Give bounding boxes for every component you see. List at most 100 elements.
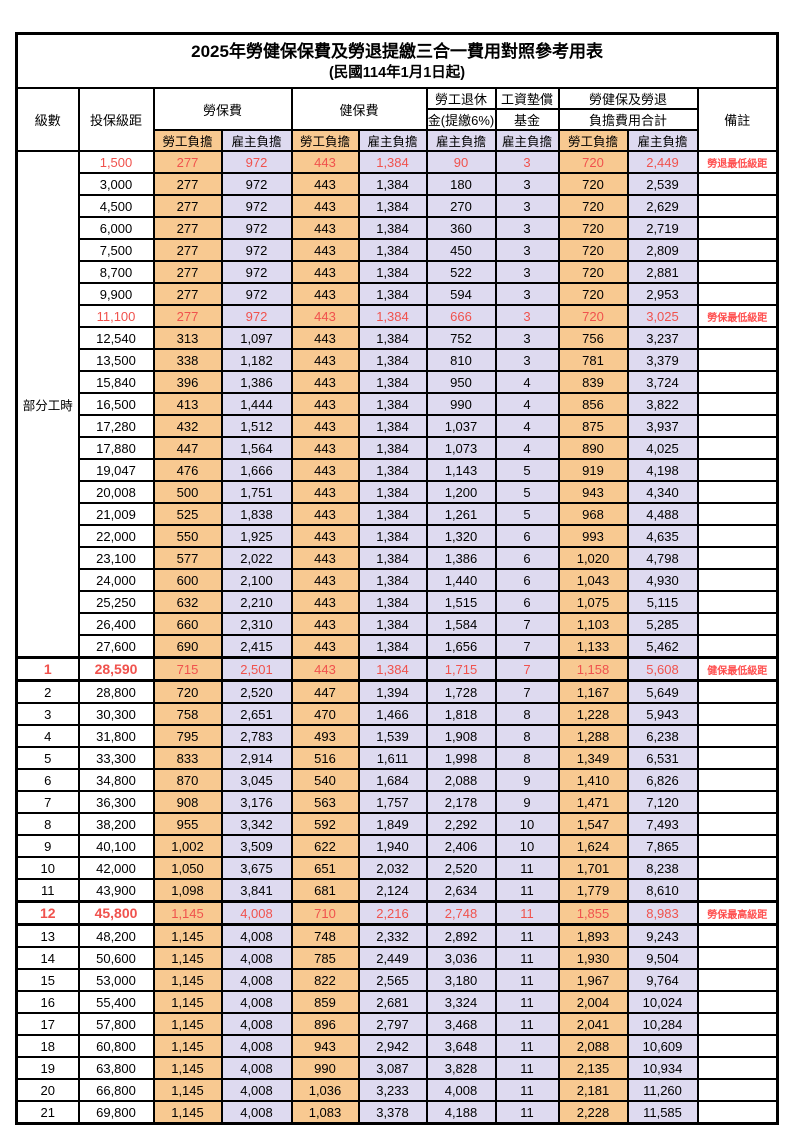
remark-cell [696, 326, 779, 350]
cell-pension-employer: 3,036 [425, 946, 497, 970]
cell-insured-bracket: 20,008 [77, 480, 155, 504]
header-total-line2: 負擔費用合計 [557, 108, 699, 131]
cell-total-employee: 1,133 [557, 634, 629, 659]
cell-wage-fund-employer: 3 [494, 348, 560, 372]
cell-level: 8 [15, 812, 80, 836]
remark-cell [696, 524, 779, 548]
cell-health-employee: 443 [290, 458, 360, 482]
cell-labor-employee: 432 [152, 414, 223, 438]
cell-insured-bracket: 24,000 [77, 568, 155, 592]
cell-health-employer: 1,384 [357, 304, 428, 328]
cell-pension-employer: 1,715 [425, 656, 497, 682]
cell-level: 20 [15, 1078, 80, 1102]
cell-labor-employee: 1,145 [152, 900, 223, 926]
cell-health-employer: 3,378 [357, 1100, 428, 1125]
cell-health-employer: 1,384 [357, 238, 428, 262]
subheader-health-employer: 雇主負擔 [357, 129, 428, 152]
cell-pension-employer: 180 [425, 172, 497, 196]
cell-total-employer: 10,609 [626, 1034, 699, 1058]
cell-health-employee: 563 [290, 790, 360, 814]
cell-insured-bracket: 26,400 [77, 612, 155, 636]
cell-health-employer: 3,233 [357, 1078, 428, 1102]
cell-pension-employer: 522 [425, 260, 497, 284]
cell-total-employer: 5,115 [626, 590, 699, 614]
cell-health-employee: 681 [290, 878, 360, 903]
cell-labor-employer: 2,501 [220, 656, 293, 682]
cell-labor-employer: 4,008 [220, 1100, 293, 1125]
cell-health-employer: 1,384 [357, 612, 428, 636]
cell-total-employer: 7,120 [626, 790, 699, 814]
cell-labor-employer: 3,342 [220, 812, 293, 836]
cell-labor-employee: 955 [152, 812, 223, 836]
cell-total-employer: 6,826 [626, 768, 699, 792]
table-row: 19 63,800 1,145 4,008 990 3,087 3,828 11 2,135 10… [15, 1056, 779, 1080]
cell-wage-fund-employer: 4 [494, 414, 560, 438]
cell-insured-bracket: 12,540 [77, 326, 155, 350]
cell-insured-bracket: 57,800 [77, 1012, 155, 1036]
cell-health-employer: 1,384 [357, 634, 428, 659]
cell-insured-bracket: 15,840 [77, 370, 155, 394]
cell-health-employer: 1,384 [357, 436, 428, 460]
cell-labor-employer: 1,751 [220, 480, 293, 504]
cell-health-employer: 1,384 [357, 458, 428, 482]
cell-total-employer: 3,025 [626, 304, 699, 328]
table-row: 19,047 476 1,666 443 1,384 1,143 5 919 4,198 [17, 458, 779, 482]
cell-pension-employer: 1,584 [425, 612, 497, 636]
header-wage-fund-line2: 基金 [494, 108, 560, 131]
cell-total-employer: 4,635 [626, 524, 699, 548]
cell-health-employee: 443 [290, 612, 360, 636]
cell-health-employee: 651 [290, 856, 360, 880]
cell-total-employee: 720 [557, 194, 629, 218]
cell-labor-employee: 600 [152, 568, 223, 592]
cell-insured-bracket: 25,250 [77, 590, 155, 614]
cell-health-employee: 748 [290, 923, 360, 948]
header-insured-bracket: 投保級距 [77, 87, 155, 152]
remark-cell [696, 634, 779, 659]
cell-total-employee: 1,930 [557, 946, 629, 970]
remark-cell [696, 546, 779, 570]
cell-level: 21 [15, 1100, 80, 1125]
table-row: 22,000 550 1,925 443 1,384 1,320 6 993 4,635 [17, 524, 779, 548]
cell-pension-employer: 1,998 [425, 746, 497, 770]
cell-labor-employer: 972 [220, 282, 293, 306]
cell-labor-employer: 1,666 [220, 458, 293, 482]
cell-total-employee: 1,167 [557, 679, 629, 704]
cell-total-employer: 9,243 [626, 923, 699, 948]
cell-total-employer: 2,719 [626, 216, 699, 240]
cell-health-employer: 2,124 [357, 878, 428, 903]
cell-wage-fund-employer: 9 [494, 768, 560, 792]
cell-labor-employee: 500 [152, 480, 223, 504]
cell-health-employee: 443 [290, 172, 360, 196]
remark-cell [696, 370, 779, 394]
cell-insured-bracket: 4,500 [77, 194, 155, 218]
cell-labor-employee: 660 [152, 612, 223, 636]
table-row: 2 28,800 720 2,520 447 1,394 1,728 7 1,167 5,649 [15, 679, 779, 704]
cell-labor-employer: 3,045 [220, 768, 293, 792]
remark-cell [696, 282, 779, 306]
cell-health-employee: 443 [290, 326, 360, 350]
cell-labor-employer: 1,838 [220, 502, 293, 526]
cell-insured-bracket: 3,000 [77, 172, 155, 196]
cell-insured-bracket: 6,000 [77, 216, 155, 240]
cell-insured-bracket: 48,200 [77, 923, 155, 948]
cell-health-employee: 443 [290, 656, 360, 682]
cell-total-employee: 839 [557, 370, 629, 394]
cell-health-employer: 1,466 [357, 702, 428, 726]
cell-total-employee: 1,779 [557, 878, 629, 903]
cell-total-employer: 10,934 [626, 1056, 699, 1080]
cell-health-employee: 443 [290, 502, 360, 526]
subheader-labor-employee: 勞工負擔 [152, 129, 223, 152]
cell-total-employer: 8,238 [626, 856, 699, 880]
cell-labor-employer: 972 [220, 172, 293, 196]
cell-labor-employer: 4,008 [220, 946, 293, 970]
cell-wage-fund-employer: 3 [494, 150, 560, 174]
cell-health-employer: 1,394 [357, 679, 428, 704]
cell-insured-bracket: 53,000 [77, 968, 155, 992]
cell-total-employer: 5,649 [626, 679, 699, 704]
table-row: 17 57,800 1,145 4,008 896 2,797 3,468 11 2,041 10… [15, 1012, 779, 1036]
cell-pension-employer: 3,828 [425, 1056, 497, 1080]
cell-total-employee: 1,043 [557, 568, 629, 592]
premium-table: 2025年勞健保保費及勞退提繳三合一費用對照參考用表 (民國114年1月1日起)… [15, 32, 780, 1125]
cell-labor-employee: 277 [152, 172, 223, 196]
cell-labor-employer: 4,008 [220, 1078, 293, 1102]
